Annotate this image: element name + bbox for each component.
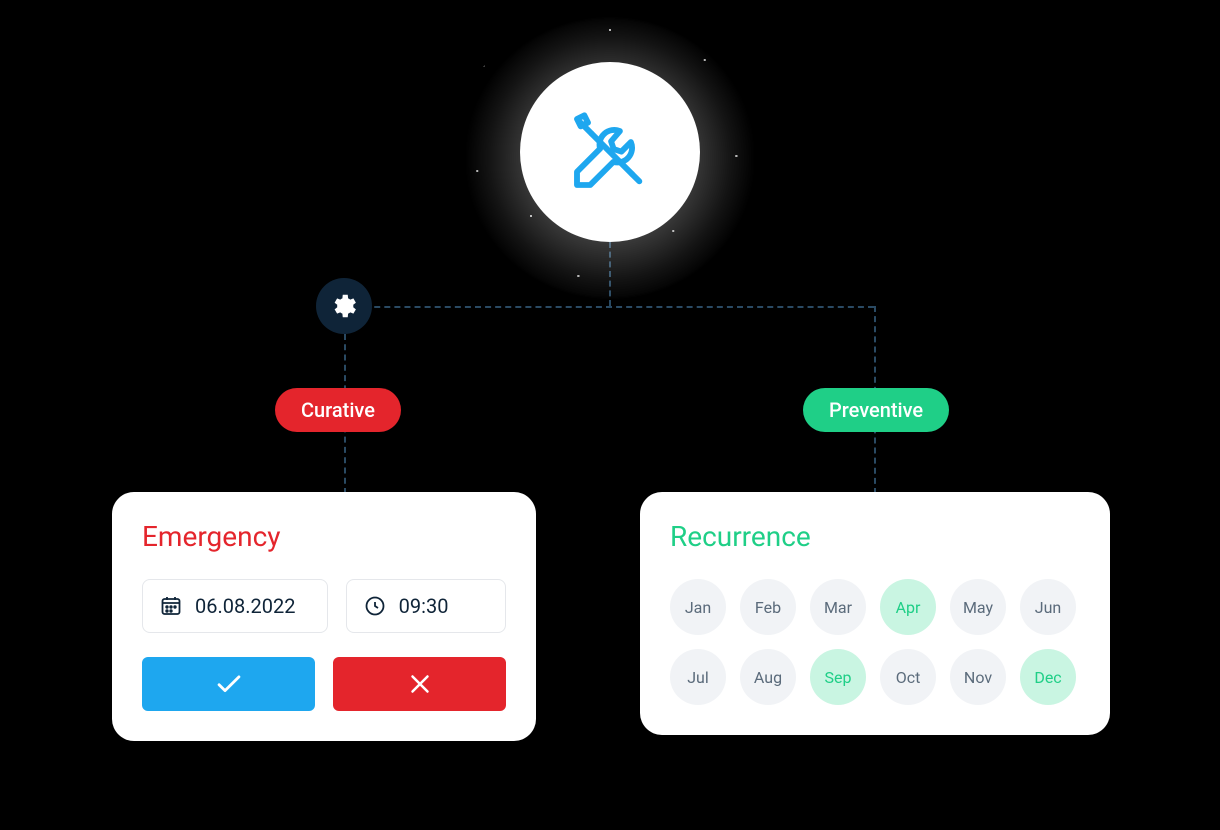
confirm-button[interactable]: [142, 657, 315, 711]
month-aug[interactable]: Aug: [740, 649, 796, 705]
month-may[interactable]: May: [950, 579, 1006, 635]
month-sep[interactable]: Sep: [810, 649, 866, 705]
curative-pill: Curative: [275, 388, 401, 432]
month-jul[interactable]: Jul: [670, 649, 726, 705]
clock-icon: [363, 594, 387, 618]
close-icon: [405, 669, 435, 699]
tools-badge: [520, 62, 700, 242]
curative-label: Curative: [301, 398, 375, 422]
date-value: 06.08.2022: [195, 594, 295, 618]
month-grid: JanFebMarAprMayJun JulAugSepOctNovDec: [670, 579, 1080, 705]
emergency-title: Emergency: [142, 520, 506, 553]
date-field[interactable]: 06.08.2022: [142, 579, 328, 633]
recurrence-card: Recurrence JanFebMarAprMayJun JulAugSepOc…: [640, 492, 1110, 735]
check-icon: [212, 667, 246, 701]
month-nov[interactable]: Nov: [950, 649, 1006, 705]
gear-icon: [329, 291, 359, 321]
gear-badge: [316, 278, 372, 334]
time-field[interactable]: 09:30: [346, 579, 506, 633]
preventive-pill: Preventive: [803, 388, 949, 432]
preventive-label: Preventive: [829, 398, 923, 422]
recurrence-title: Recurrence: [670, 520, 1080, 553]
calendar-icon: [159, 594, 183, 618]
time-value: 09:30: [399, 594, 449, 618]
month-dec[interactable]: Dec: [1020, 649, 1076, 705]
diagram-canvas: Curative Preventive Emergency 06.08.202: [0, 0, 1220, 830]
cancel-button[interactable]: [333, 657, 506, 711]
emergency-card: Emergency 06.08.2022: [112, 492, 536, 741]
month-jun[interactable]: Jun: [1020, 579, 1076, 635]
month-apr[interactable]: Apr: [880, 579, 936, 635]
tools-icon: [566, 108, 654, 196]
month-feb[interactable]: Feb: [740, 579, 796, 635]
month-oct[interactable]: Oct: [880, 649, 936, 705]
month-jan[interactable]: Jan: [670, 579, 726, 635]
connector: [344, 306, 874, 308]
month-mar[interactable]: Mar: [810, 579, 866, 635]
